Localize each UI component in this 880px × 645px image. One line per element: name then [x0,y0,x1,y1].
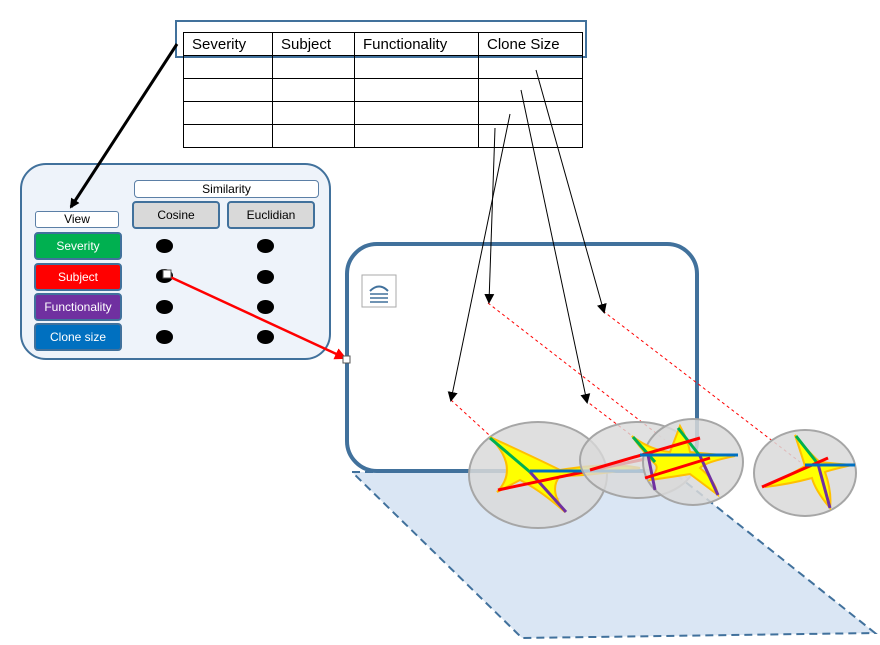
table-cell [272,124,355,148]
table-cell [183,124,273,148]
table-cell [354,101,479,125]
functionality-view-button[interactable]: Functionality [34,293,122,321]
cluster-bubble [468,421,651,529]
cluster-bubble [753,429,857,517]
selection-connector [167,274,347,360]
table-header-row: Severity Subject Functionality Clone Siz… [183,32,583,56]
table-cell [183,78,273,102]
table-row [183,124,583,148]
mapping-arrows [447,69,607,404]
table-row [183,78,583,102]
table-cell [354,124,479,148]
cluster-bubble [579,418,744,506]
header-subject: Subject [272,32,355,56]
radio-functionality-euclidian[interactable] [257,300,274,314]
connector-start-handle[interactable] [162,269,172,279]
document-icon [361,274,397,308]
connector-end-handle[interactable] [342,355,351,364]
table-cell [183,101,273,125]
table-to-view-arrow [69,43,179,209]
severity-view-button[interactable]: Severity [34,232,122,260]
table-row [183,101,583,125]
radio-severity-cosine[interactable] [156,239,173,253]
cosine-button[interactable]: Cosine [132,201,220,229]
radio-clone-size-euclidian[interactable] [257,330,274,344]
radio-severity-euclidian[interactable] [257,239,274,253]
similarity-header: Similarity [134,180,319,198]
radio-subject-euclidian[interactable] [257,270,274,284]
radio-clone-size-cosine[interactable] [156,330,173,344]
metrics-table: Severity Subject Functionality Clone Siz… [183,32,583,148]
radio-functionality-cosine[interactable] [156,300,173,314]
view-header: View [35,211,119,228]
clone-size-view-button[interactable]: Clone size [34,323,122,351]
euclidian-button[interactable]: Euclidian [227,201,315,229]
subject-view-button[interactable]: Subject [34,263,122,291]
